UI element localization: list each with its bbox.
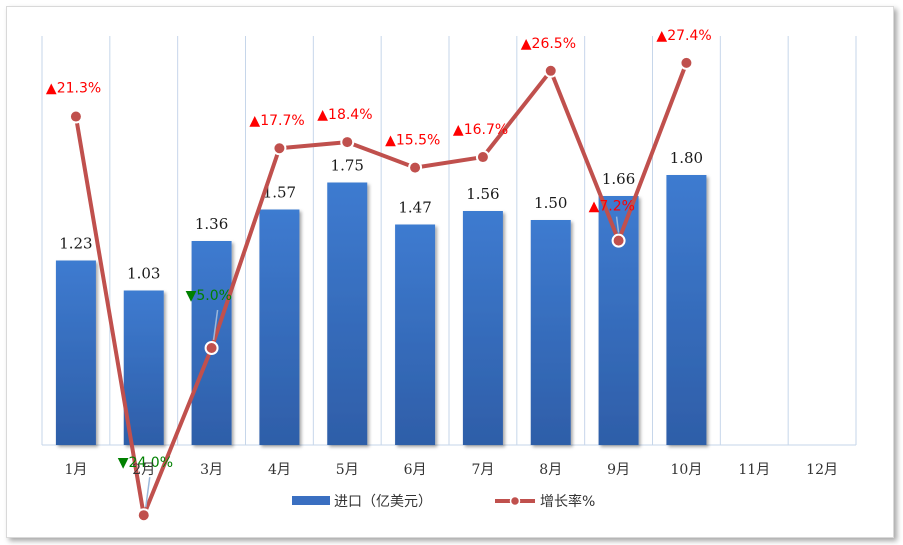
down-triangle-icon: ▼ xyxy=(118,455,129,471)
line-point xyxy=(136,508,151,523)
x-tick-label: 11月 xyxy=(738,462,770,478)
up-triangle-icon: ▲ xyxy=(385,133,396,149)
bar xyxy=(259,209,300,445)
x-tick-label: 1月 xyxy=(64,462,87,478)
x-tick-label: 2月 xyxy=(132,462,155,478)
line-point xyxy=(204,341,219,355)
line-point xyxy=(408,160,423,175)
growth-label-up: ▲16.7% xyxy=(453,122,508,138)
bar-value-label: 1.56 xyxy=(466,185,499,203)
line-point xyxy=(68,109,83,124)
up-triangle-icon: ▲ xyxy=(521,36,532,52)
bar xyxy=(598,196,639,445)
growth-label-up: ▲17.7% xyxy=(249,113,304,129)
growth-label-up: ▲26.5% xyxy=(521,36,576,52)
bar-value-label: 1.75 xyxy=(331,157,364,175)
growth-value: 5.0% xyxy=(196,288,232,304)
line-point xyxy=(611,233,626,248)
growth-value: 27.4% xyxy=(667,28,711,44)
legend-bar-label: 进口（亿美元） xyxy=(334,494,432,510)
line-data-labels: ▲21.3%▼24.0%▼5.0%▲17.7% ▲18.4%▲15.5%▲16.7… xyxy=(46,28,712,508)
bar xyxy=(462,211,503,445)
growth-value: 16.7% xyxy=(464,122,508,138)
growth-value: 7.2% xyxy=(599,199,635,215)
bar xyxy=(530,220,571,445)
growth-value: 26.5% xyxy=(532,36,576,52)
x-tick-label: 7月 xyxy=(471,462,494,478)
growth-label-up: ▲27.4% xyxy=(656,28,711,44)
chart-frame xyxy=(6,6,894,538)
growth-value: 17.7% xyxy=(260,113,304,129)
bar xyxy=(123,290,164,445)
growth-value: 21.3% xyxy=(57,81,101,97)
growth-label-up: ▲15.5% xyxy=(385,133,440,149)
growth-value: 18.4% xyxy=(328,107,372,123)
bar-value-label: 1.47 xyxy=(398,199,431,217)
bar-data-labels: 1.23 1.03 1.36 1.57 1.75 1.47 1.56 1.50 1.66 1.80 xyxy=(59,149,703,283)
up-triangle-icon: ▲ xyxy=(249,113,260,129)
legend: 进口（亿美元） 增长率% xyxy=(292,493,595,510)
up-triangle-icon: ▲ xyxy=(656,28,667,44)
x-tick-label: 5月 xyxy=(336,462,359,478)
x-tick-label: 9月 xyxy=(607,462,630,478)
growth-label-up: ▲7.2% xyxy=(589,199,635,215)
x-tick-label: 10月 xyxy=(671,462,703,478)
bar-value-label: 1.36 xyxy=(195,215,228,233)
x-axis-ticks: 1月 2月 3月 4月 5月 6月 7月 8月 9月 10月 11月 12月 xyxy=(64,462,838,478)
growth-label-up: ▲18.4% xyxy=(317,107,372,123)
x-tick-label: 4月 xyxy=(268,462,291,478)
x-tick-label: 6月 xyxy=(404,462,427,478)
x-tick-label: 12月 xyxy=(806,462,838,478)
label-leader-line xyxy=(615,216,620,233)
growth-value: 15.5% xyxy=(396,133,440,149)
bar-value-label: 1.66 xyxy=(602,170,635,188)
up-triangle-icon: ▲ xyxy=(317,107,328,123)
bar xyxy=(327,182,368,445)
bar-value-label: 1.57 xyxy=(263,184,296,202)
line-series xyxy=(68,55,694,523)
x-tick-label: 8月 xyxy=(539,462,562,478)
bar-value-label: 1.23 xyxy=(59,235,92,253)
up-triangle-icon: ▲ xyxy=(589,199,600,215)
bar-value-label: 1.03 xyxy=(127,265,160,283)
growth-label-down: ▼24.0% xyxy=(118,455,173,471)
growth-value: 24.0% xyxy=(129,455,173,471)
label-leader-line xyxy=(145,477,151,508)
label-leader-line xyxy=(212,309,219,341)
bar-value-label: 1.50 xyxy=(534,194,567,212)
bar-series xyxy=(55,175,707,445)
growth-label-down: ▼5.0% xyxy=(186,288,232,304)
bar xyxy=(666,175,707,445)
line-point xyxy=(272,141,287,156)
grid-lines xyxy=(41,36,857,446)
up-triangle-icon: ▲ xyxy=(46,81,57,97)
bar xyxy=(55,260,96,445)
up-triangle-icon: ▲ xyxy=(453,122,464,138)
legend-bar-swatch xyxy=(292,496,330,505)
bar-value-label: 1.80 xyxy=(670,149,703,167)
x-tick-label: 3月 xyxy=(200,462,223,478)
line-point xyxy=(340,135,355,150)
line-point xyxy=(679,55,694,70)
legend-line-label: 增长率% xyxy=(540,493,595,510)
line-point xyxy=(543,63,558,78)
line-point xyxy=(475,150,490,165)
growth-line xyxy=(73,62,689,518)
growth-label-up: ▲21.3% xyxy=(46,81,101,97)
bar xyxy=(395,224,436,445)
down-triangle-icon: ▼ xyxy=(186,288,197,304)
legend-line-marker xyxy=(509,495,521,507)
